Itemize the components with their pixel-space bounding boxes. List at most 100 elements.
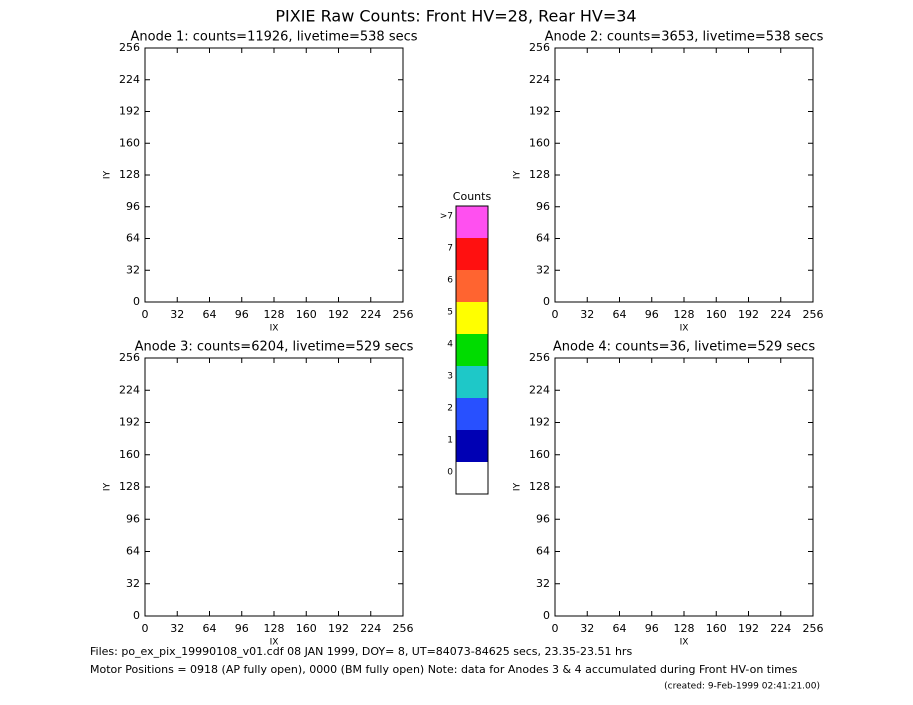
x-tick-label: 256: [803, 622, 824, 635]
x-tick-label: 96: [235, 308, 249, 321]
x-axis-label: IX: [680, 324, 689, 334]
colorbar-label: 1: [447, 436, 453, 446]
panel-title: Anode 2: counts=3653, livetime=538 secs: [545, 30, 824, 45]
y-tick-label: 160: [529, 136, 550, 149]
x-tick-label: 256: [393, 622, 414, 635]
y-tick-label: 128: [529, 168, 550, 181]
y-tick-label: 256: [529, 41, 550, 54]
x-tick-label: 64: [203, 308, 217, 321]
y-tick-label: 64: [536, 545, 550, 558]
y-axis-label: IY: [103, 482, 113, 491]
y-tick-label: 32: [536, 263, 550, 276]
x-tick-label: 160: [296, 308, 317, 321]
colorbar-label: 3: [447, 372, 453, 382]
x-tick-label: 32: [580, 622, 594, 635]
x-tick-label: 192: [328, 308, 349, 321]
y-tick-label: 96: [126, 200, 140, 213]
x-tick-label: 0: [142, 622, 149, 635]
x-axis-label: IX: [270, 324, 279, 334]
colorbar-title: Counts: [453, 190, 492, 203]
x-tick-label: 224: [770, 308, 791, 321]
y-axis-label: IY: [513, 482, 523, 491]
y-tick-label: 96: [126, 512, 140, 525]
y-tick-label: 160: [119, 448, 140, 461]
y-tick-label: 224: [529, 73, 550, 86]
y-tick-label: 32: [536, 577, 550, 590]
plot-frame: [144, 47, 404, 303]
y-tick-label: 64: [536, 232, 550, 245]
y-tick-label: 96: [536, 512, 550, 525]
files-note: Files: po_ex_pix_19990108_v01.cdf 08 JAN…: [90, 645, 632, 658]
x-tick-label: 256: [803, 308, 824, 321]
y-axis-label: IY: [103, 170, 113, 179]
y-axis-label: IY: [513, 170, 523, 179]
y-tick-label: 0: [133, 295, 140, 308]
x-tick-label: 224: [360, 308, 381, 321]
x-tick-label: 0: [142, 308, 149, 321]
color-swatch: [456, 430, 488, 462]
y-tick-label: 32: [126, 263, 140, 276]
colorbar-frame: [455, 205, 489, 495]
colorbar-label: 5: [447, 308, 453, 318]
x-axis-label: IX: [680, 638, 689, 648]
colorbar-label: 4: [447, 340, 453, 350]
colorbar-label: 6: [447, 276, 453, 286]
x-tick-label: 96: [645, 308, 659, 321]
colorbar-label: 7: [447, 244, 453, 254]
panel-title: Anode 4: counts=36, livetime=529 secs: [553, 340, 815, 355]
x-tick-label: 160: [296, 622, 317, 635]
x-tick-label: 192: [738, 308, 759, 321]
x-tick-label: 224: [360, 622, 381, 635]
main-title: PIXIE Raw Counts: Front HV=28, Rear HV=3…: [275, 7, 636, 26]
x-tick-label: 0: [552, 308, 559, 321]
y-tick-label: 32: [126, 577, 140, 590]
y-tick-label: 256: [529, 351, 550, 364]
color-swatch: [456, 238, 488, 270]
plot-frame: [144, 357, 404, 617]
y-tick-label: 160: [529, 448, 550, 461]
y-tick-label: 128: [119, 480, 140, 493]
y-tick-label: 0: [543, 295, 550, 308]
x-tick-label: 32: [170, 308, 184, 321]
colorbar-label: >7: [440, 212, 453, 222]
y-tick-label: 0: [133, 609, 140, 622]
y-tick-label: 96: [536, 200, 550, 213]
y-tick-label: 192: [119, 105, 140, 118]
y-tick-label: 0: [543, 609, 550, 622]
x-tick-label: 128: [264, 308, 285, 321]
x-tick-label: 160: [706, 308, 727, 321]
x-tick-label: 128: [674, 622, 695, 635]
x-tick-label: 128: [674, 308, 695, 321]
y-tick-label: 224: [529, 383, 550, 396]
y-tick-label: 192: [529, 105, 550, 118]
y-tick-label: 192: [529, 416, 550, 429]
color-swatch: [456, 206, 488, 238]
y-tick-label: 224: [119, 383, 140, 396]
x-tick-label: 128: [264, 622, 285, 635]
x-tick-label: 160: [706, 622, 727, 635]
color-swatch: [456, 270, 488, 302]
motor-note: Motor Positions = 0918 (AP fully open), …: [90, 663, 798, 676]
y-tick-label: 128: [119, 168, 140, 181]
y-tick-label: 64: [126, 545, 140, 558]
panel-title: Anode 3: counts=6204, livetime=529 secs: [135, 340, 414, 355]
color-swatch: [456, 334, 488, 366]
x-tick-label: 192: [328, 622, 349, 635]
x-axis-label: IX: [270, 638, 279, 648]
x-tick-label: 64: [203, 622, 217, 635]
x-tick-label: 64: [613, 308, 627, 321]
created-note: (created: 9-Feb-1999 02:41:21.00): [664, 682, 820, 692]
color-swatch: [456, 366, 488, 398]
x-tick-label: 224: [770, 622, 791, 635]
x-tick-label: 32: [580, 308, 594, 321]
y-tick-label: 128: [529, 480, 550, 493]
x-tick-label: 96: [645, 622, 659, 635]
x-tick-label: 96: [235, 622, 249, 635]
colorbar-label: 0: [447, 468, 453, 478]
y-tick-label: 224: [119, 73, 140, 86]
y-tick-label: 64: [126, 232, 140, 245]
color-swatch: [456, 302, 488, 334]
x-tick-label: 64: [613, 622, 627, 635]
plot-frame: [554, 357, 814, 617]
